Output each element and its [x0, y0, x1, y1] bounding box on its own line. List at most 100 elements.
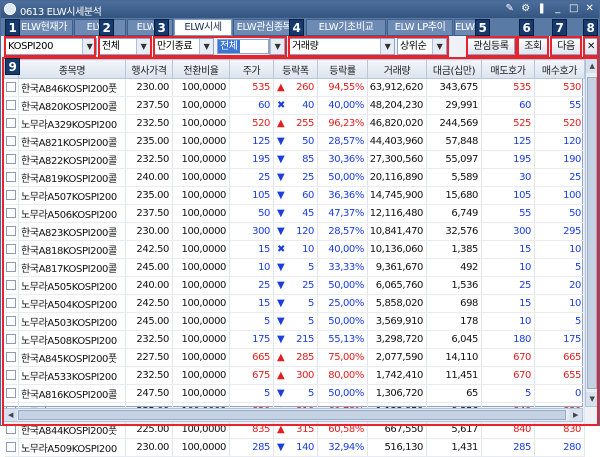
table-row[interactable]: 한국A821KOSPI200콜 235.00 100,0000 125 ▼ 50 28,57… — [4, 132, 585, 151]
table-row[interactable]: 한국A817KOSPI200콜 245.00 100,0000 10 ▼ 5 33,33% 9… — [4, 258, 585, 277]
table-row[interactable]: 한국A816KOSPI200콜 247.50 100,0000 5 ▼ 5 50,00% 1,… — [4, 384, 585, 403]
row-checkbox[interactable] — [6, 136, 17, 146]
row-checkbox[interactable] — [6, 370, 17, 380]
row-checkbox[interactable] — [6, 100, 17, 110]
tab-elw-8[interactable]: ELW... — [454, 19, 476, 36]
row-checkbox[interactable] — [6, 442, 17, 452]
table-row[interactable]: 노무라A507KOSPI200 235.00 100,0000 105 ▼ 60 36,36… — [4, 186, 585, 205]
cell-amount: 11,451 — [426, 366, 482, 385]
query-button[interactable]: 조회 — [518, 38, 548, 55]
tab-elw-current[interactable]: ELW현재가 — [15, 19, 73, 36]
change-value: 45 — [302, 208, 314, 219]
row-checkbox[interactable] — [6, 82, 17, 92]
table-row[interactable]: 한국A846KOSPI200풋 230.00 100,0000 535 ▲ 260 94,5… — [4, 78, 585, 97]
table-row[interactable]: 한국A818KOSPI200콜 242.50 100,0000 15 ✖ 10 40,00%… — [4, 240, 585, 259]
cell-change-rate: 32,94% — [317, 438, 368, 457]
cell-change-rate: 30,36% — [317, 150, 368, 169]
underlying-select[interactable]: KOSPI200 ▼ — [5, 38, 97, 55]
cell-strike: 245.00 — [125, 258, 173, 277]
row-checkbox[interactable] — [6, 226, 17, 236]
col-name[interactable]: 종목명 — [18, 59, 126, 79]
table-row[interactable]: 노무라A505KOSPI200 240.00 100,0000 25 ▼ 25 50,00%… — [4, 276, 585, 295]
down-arrow-icon: ▼ — [277, 172, 285, 183]
tab-elw-quote[interactable]: ELW시세 — [174, 19, 232, 36]
row-checkbox[interactable] — [6, 172, 17, 182]
row-checkbox[interactable] — [6, 154, 17, 164]
cell-check — [4, 348, 19, 367]
split-icon[interactable]: ❚ — [537, 3, 546, 14]
sort-field-select[interactable]: 거래량 ▼ — [289, 38, 395, 55]
table-row[interactable]: 노무라A506KOSPI200 237.50 100,0000 50 ▼ 45 47,37%… — [4, 204, 585, 223]
row-checkbox[interactable] — [6, 352, 17, 362]
minimize-icon[interactable]: _ — [555, 3, 560, 14]
cell-volume: 9,361,670 — [367, 258, 427, 277]
scroll-up-icon[interactable]: ▲ — [586, 59, 598, 73]
table-row[interactable]: 노무라A504KOSPI200 242.50 100,0000 15 ▼ 5 25,00% 5… — [4, 294, 585, 313]
col-volume[interactable]: 거래량 — [367, 59, 427, 79]
row-checkbox[interactable] — [6, 298, 17, 308]
table-row[interactable]: 한국A823KOSPI200콜 230.00 100,0000 300 ▼ 120 28,5… — [4, 222, 585, 241]
cell-change-rate: 80,00% — [317, 366, 368, 385]
row-checkbox[interactable] — [6, 190, 17, 200]
cell-amount: 14,110 — [426, 348, 482, 367]
scroll-left-icon[interactable]: ◀ — [4, 409, 17, 421]
change-value: 140 — [296, 442, 314, 453]
row-checkbox[interactable] — [6, 388, 17, 398]
scroll-down-icon[interactable]: ▼ — [586, 392, 598, 406]
col-ask[interactable]: 매도호가 — [481, 59, 535, 79]
cell-ask: 30 — [481, 168, 535, 187]
row-checkbox[interactable] — [6, 262, 17, 272]
cell-bid: 5 — [534, 258, 585, 277]
maximize-icon[interactable]: □ — [568, 3, 579, 14]
col-amount[interactable]: 대금(십만) — [426, 59, 482, 79]
table-row[interactable]: 노무라A533KOSPI200 232.50 100,0000 675 ▲ 300 80,0… — [4, 366, 585, 385]
row-checkbox[interactable] — [6, 316, 17, 326]
gear-icon[interactable]: ⚙ — [521, 3, 530, 14]
horizontal-scrollbar[interactable]: ◀ ▶ — [3, 408, 583, 422]
table-row[interactable]: 한국A845KOSPI200풋 227.50 100,0000 665 ▲ 285 75,0… — [4, 348, 585, 367]
row-checkbox[interactable] — [6, 280, 17, 290]
table-row[interactable]: 노무라A509KOSPI200 230.00 100,0000 285 ▼ 140 32,9… — [4, 438, 585, 457]
col-change[interactable]: 등락폭 — [273, 59, 318, 79]
pin-icon[interactable]: ✎ — [505, 3, 514, 14]
cell-volume: 667,550 — [367, 420, 427, 439]
maturity-value-dropdown[interactable]: ▼ — [269, 38, 285, 55]
col-ratio[interactable]: 전환비율 — [172, 59, 230, 79]
table-row[interactable]: 노무라A503KOSPI200 245.00 100,0000 5 ▼ 5 50,00% 3,… — [4, 312, 585, 331]
tab-elw-lp[interactable]: ELW LP추이 — [387, 19, 453, 36]
col-change-rate[interactable]: 등락률 — [317, 59, 368, 79]
col-price[interactable]: 주가 — [229, 59, 274, 79]
tab-elw-watch[interactable]: ELW관심종목 — [233, 19, 295, 36]
vertical-scroll-thumb[interactable] — [587, 77, 597, 389]
close-panel-button[interactable]: ✕ — [584, 38, 598, 55]
col-bid[interactable]: 매수호가 — [534, 59, 585, 79]
row-checkbox[interactable] — [6, 334, 17, 344]
row-checkbox[interactable] — [6, 208, 17, 218]
cell-change: ▼ 45 — [273, 204, 318, 223]
market-select[interactable]: 전체 ▼ — [99, 38, 151, 55]
watch-register-button[interactable]: 관심등록 — [467, 38, 515, 55]
close-icon[interactable]: ✕ — [585, 3, 594, 14]
scroll-right-icon[interactable]: ▶ — [569, 409, 582, 421]
maturity-select[interactable]: 만기종료 ▼ — [154, 38, 214, 55]
table-row[interactable]: 노무라A508KOSPI200 232.50 100,0000 175 ▼ 215 55,1… — [4, 330, 585, 349]
sort-order-select[interactable]: 상위순 ▼ — [397, 38, 447, 55]
table-row[interactable]: 노무라A329KOSPI200 232.50 100,0000 520 ▲ 255 96,2… — [4, 114, 585, 133]
table-row[interactable]: 한국A820KOSPI200콜 237.50 100,0000 60 ✖ 40 40,00%… — [4, 96, 585, 115]
table-row[interactable]: 한국A844KOSPI200풋 225.00 100,0000 835 ▲ 315 60,5… — [4, 420, 585, 439]
cell-price: 285 — [229, 438, 274, 457]
row-checkbox[interactable] — [6, 244, 17, 254]
horizontal-scroll-thumb[interactable] — [18, 410, 566, 420]
col-strike[interactable]: 행사가격 — [125, 59, 173, 79]
cell-volume: 10,841,470 — [367, 222, 427, 241]
maturity-value-field[interactable]: 전체 — [217, 39, 269, 54]
table-row[interactable]: 한국A819KOSPI200콜 240.00 100,0000 25 ▼ 25 50,00%… — [4, 168, 585, 187]
cell-change: ✖ 40 — [273, 96, 318, 115]
row-checkbox[interactable] — [6, 118, 17, 128]
tab-elw-compare[interactable]: ELW기초비교 — [306, 19, 386, 36]
cell-amount: 698 — [426, 294, 482, 313]
next-button[interactable]: 다음 — [551, 38, 581, 55]
table-row[interactable]: 한국A822KOSPI200콜 232.50 100,0000 195 ▼ 85 30,36… — [4, 150, 585, 169]
vertical-scrollbar[interactable]: ▲ ▼ — [585, 58, 599, 407]
